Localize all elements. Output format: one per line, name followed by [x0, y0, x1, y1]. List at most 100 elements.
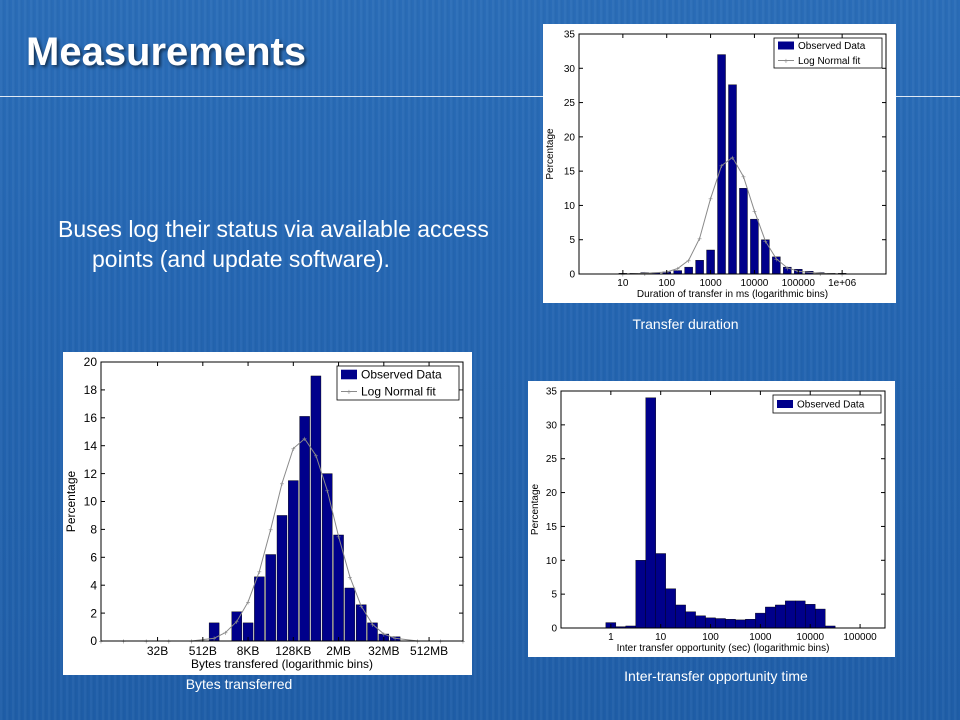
plot-frame [578, 33, 887, 275]
y-tick-label: 16 [84, 411, 98, 425]
legend-box [772, 394, 882, 414]
fit-marker: + [336, 532, 341, 541]
caption-bytes: Bytes transferred [185, 676, 293, 692]
legend-entry: Observed Data [361, 368, 442, 382]
bar [635, 560, 646, 629]
fit-marker: + [686, 256, 691, 265]
chart-inter: 0 5 10 15 20 25 30 35 1 10 100 1000 10000 100000 Inter… [530, 387, 886, 654]
y-tick-label: 30 [564, 64, 576, 75]
y-tick-label: 5 [551, 590, 557, 601]
legend-swatch-bar [777, 400, 793, 408]
bar [695, 615, 706, 629]
bar [684, 266, 693, 275]
bar [265, 554, 276, 642]
y-tick-label: 18 [84, 383, 98, 397]
bar [695, 260, 704, 275]
x-axis-label: Inter transfer opportunity (sec) (logari… [617, 643, 830, 654]
chart-duration: +++++++++++++++++05101520253035101001000… [545, 30, 887, 300]
x-axis-label: Duration of transfer in ms (logarithmic … [637, 289, 828, 300]
bar [775, 604, 786, 629]
x-tick-label: 32B [147, 644, 168, 658]
caption-inter: Inter-transfer opportunity time [624, 668, 808, 684]
bar [735, 619, 746, 629]
legend-entry: Log Normal fit [361, 385, 436, 399]
bar [254, 576, 265, 642]
fit-marker: + [774, 255, 779, 264]
bar [739, 188, 748, 275]
y-tick-label: 12 [84, 467, 98, 481]
fit-marker: + [291, 444, 296, 453]
x-tick-label: 1 [608, 632, 614, 643]
slide-title: Measurements [26, 30, 307, 74]
y-tick-label: 14 [84, 439, 98, 453]
bullet-text: Buses log their status via available acc… [58, 216, 489, 272]
fit-marker: + [697, 234, 702, 243]
fit-marker: + [752, 207, 757, 216]
fit-marker: + [280, 479, 285, 488]
fit-line [622, 156, 843, 275]
legend-swatch-marker: + [347, 388, 352, 397]
bar [795, 600, 806, 629]
plot-frame [560, 390, 886, 629]
y-tick-label: 8 [90, 523, 97, 537]
x-tick-label: 512MB [410, 644, 448, 658]
x-tick-label: 10 [655, 632, 667, 643]
chart-bytes: ++++++++++++++++++++++++++02468101214161… [64, 355, 466, 671]
fit-marker: + [785, 264, 790, 273]
bar [310, 375, 322, 642]
bar [655, 553, 666, 629]
chart-panel-bytes: ++++++++++++++++++++++++++02468101214161… [63, 352, 472, 675]
y-tick-label: 10 [84, 495, 98, 509]
bar [333, 534, 344, 642]
fit-marker: + [234, 617, 239, 626]
chart-panel-duration: +++++++++++++++++05101520253035101001000… [543, 24, 896, 303]
bar [745, 618, 756, 629]
y-tick-label: 35 [546, 387, 558, 398]
bar [299, 416, 310, 642]
y-tick-label: 0 [551, 624, 557, 635]
fit-marker: + [325, 486, 330, 495]
y-tick-label: 30 [546, 420, 558, 431]
x-tick-label: 512B [189, 644, 217, 658]
bar [725, 618, 736, 629]
legend-swatch-bar [778, 41, 794, 50]
bar [785, 600, 796, 629]
x-tick-label: 10 [617, 278, 629, 289]
fit-marker: + [381, 630, 386, 639]
legend-box [336, 365, 460, 401]
y-tick-label: 0 [90, 634, 97, 648]
title-divider [0, 96, 960, 97]
fit-marker: + [763, 237, 768, 246]
x-tick-label: 100 [658, 278, 675, 289]
bar [728, 84, 737, 275]
y-tick-label: 10 [546, 556, 558, 567]
y-tick-label: 15 [564, 167, 576, 178]
bar [276, 515, 288, 642]
bar [685, 611, 696, 629]
bar [645, 397, 656, 629]
fit-marker: + [730, 153, 735, 162]
y-tick-label: 10 [564, 201, 576, 212]
bar [815, 608, 826, 629]
bar [344, 587, 356, 642]
fit-marker: + [741, 173, 746, 182]
bar [675, 604, 686, 629]
x-tick-label: 1000 [749, 632, 772, 643]
y-axis-label: Percentage [530, 483, 541, 535]
y-tick-label: 25 [546, 454, 558, 465]
y-tick-label: 20 [546, 488, 558, 499]
bar [288, 480, 299, 642]
y-tick-label: 6 [90, 551, 97, 565]
fit-marker: + [268, 525, 273, 534]
fit-marker: + [348, 573, 353, 582]
x-tick-label: 10000 [741, 278, 769, 289]
legend-entry: Observed Data [798, 41, 866, 52]
caption-duration: Transfer duration [632, 316, 739, 332]
y-tick-label: 15 [546, 522, 558, 533]
y-tick-label: 25 [564, 98, 576, 109]
x-tick-label: 2MB [326, 644, 351, 658]
fit-marker: + [246, 598, 251, 607]
x-tick-label: 100000 [782, 278, 816, 289]
y-tick-label: 4 [90, 578, 97, 592]
fit-marker: + [393, 634, 398, 643]
